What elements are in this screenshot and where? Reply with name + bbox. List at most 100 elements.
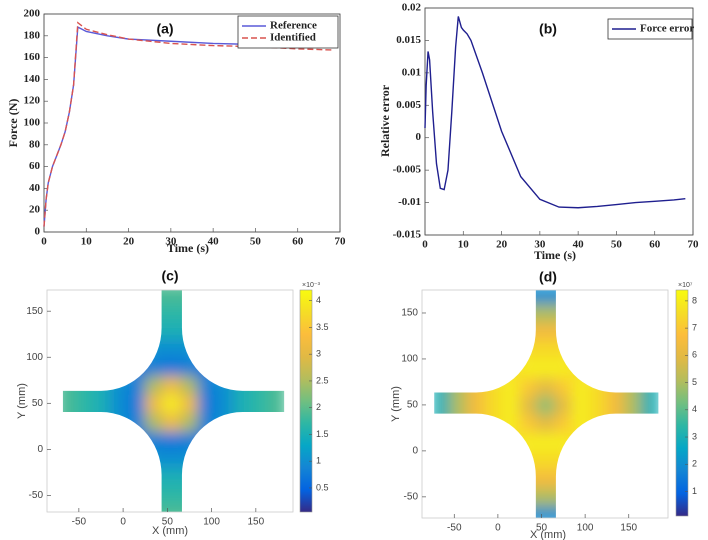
cell — [73, 393, 93, 414]
cell — [127, 356, 146, 377]
cell — [554, 468, 573, 489]
cell — [536, 395, 556, 415]
colorbar-scale: ×10⁷ — [678, 282, 693, 289]
cell — [571, 358, 590, 378]
x-tick-label: -50 — [72, 517, 87, 528]
cell — [144, 448, 164, 469]
y-tick-label: 100 — [26, 352, 43, 363]
cell — [268, 393, 285, 414]
cell — [91, 412, 111, 432]
x-tick-label: 50 — [611, 239, 623, 251]
cell — [554, 340, 573, 360]
x-tick-label: 40 — [208, 236, 220, 248]
cell — [519, 487, 538, 507]
panel-title: (b) — [539, 21, 557, 37]
y-tick-label: 60 — [29, 160, 41, 172]
cell — [536, 413, 556, 433]
cell — [144, 467, 164, 487]
y-tick-label: 0.02 — [402, 2, 422, 14]
y-tick-label: 0 — [35, 226, 41, 238]
x-tick-label: 0 — [495, 523, 501, 534]
cell — [162, 338, 182, 358]
cell — [484, 395, 503, 415]
y-tick-label: 0 — [412, 446, 418, 457]
cell — [501, 376, 521, 397]
y-tick-label: 50 — [32, 398, 44, 409]
cell — [623, 395, 643, 415]
field-cells — [434, 290, 659, 518]
x-tick-label: 30 — [165, 236, 177, 248]
y-tick-label: 0.005 — [396, 99, 421, 111]
cell — [519, 450, 538, 470]
cell — [162, 485, 182, 506]
cell — [554, 290, 573, 305]
x-tick-label: 150 — [620, 523, 637, 534]
cell — [215, 393, 235, 414]
cell — [197, 375, 217, 395]
cell — [501, 432, 521, 452]
cell — [162, 448, 182, 469]
cell — [536, 290, 556, 305]
y-tick-label: 0.015 — [396, 34, 421, 46]
cell — [466, 395, 486, 415]
field-cells — [62, 290, 285, 512]
cell — [536, 487, 556, 507]
colorbar-tick-label: 2 — [692, 459, 697, 469]
x-tick-label: 50 — [536, 523, 548, 534]
y-tick-label: -50 — [404, 491, 419, 502]
cell — [434, 413, 451, 433]
cell — [536, 303, 556, 323]
cell — [554, 321, 573, 342]
cell — [519, 303, 538, 323]
cell — [466, 376, 486, 397]
cell — [91, 393, 111, 414]
cell — [536, 432, 556, 452]
cell — [197, 412, 217, 432]
legend-box — [237, 15, 339, 49]
cell — [519, 376, 538, 397]
x-tick-label: 10 — [81, 236, 93, 248]
cell — [519, 340, 538, 360]
x-tick-label: 30 — [534, 239, 546, 251]
panel-title: (a) — [156, 21, 173, 37]
cell — [215, 412, 235, 432]
legend-box — [607, 18, 693, 40]
x-tick-label: -50 — [447, 523, 462, 534]
x-axis-label: Time (s) — [534, 248, 576, 262]
cell — [484, 376, 503, 397]
x-tick-label: 50 — [162, 517, 174, 528]
x-tick-label: 10 — [458, 239, 470, 251]
cell — [233, 393, 252, 414]
cell — [91, 375, 111, 395]
plot-box — [421, 289, 669, 519]
data-line — [424, 16, 686, 209]
x-tick-label: 150 — [247, 517, 264, 528]
cell — [641, 413, 659, 433]
colorbar-tick-label: 7 — [692, 322, 697, 332]
colorbar-tick-label: 3 — [692, 431, 697, 441]
cell — [519, 290, 538, 305]
y-tick-label: 0.01 — [402, 66, 421, 78]
panel-title: (c) — [161, 268, 178, 284]
plot-box — [46, 289, 294, 513]
cell — [554, 450, 573, 470]
colorbar-tick-label: 2.5 — [316, 375, 329, 385]
cell — [180, 338, 199, 358]
cell — [73, 375, 93, 395]
colorbar-tick-label: 4 — [692, 404, 697, 414]
colorbar-scale: ×10⁻³ — [302, 282, 321, 289]
cell — [484, 413, 503, 433]
x-tick-label: 20 — [496, 239, 508, 251]
y-tick-label: 150 — [26, 306, 43, 317]
colorbar-tick-label: 8 — [692, 295, 697, 305]
y-tick-label: 180 — [24, 29, 41, 41]
colorbar — [299, 289, 313, 513]
cell — [641, 395, 659, 415]
cell — [588, 395, 608, 415]
cell — [109, 375, 129, 395]
legend-label: Identified — [270, 32, 316, 44]
cell — [197, 430, 217, 450]
cell — [554, 395, 573, 415]
cell — [127, 393, 146, 414]
cell — [144, 301, 164, 321]
